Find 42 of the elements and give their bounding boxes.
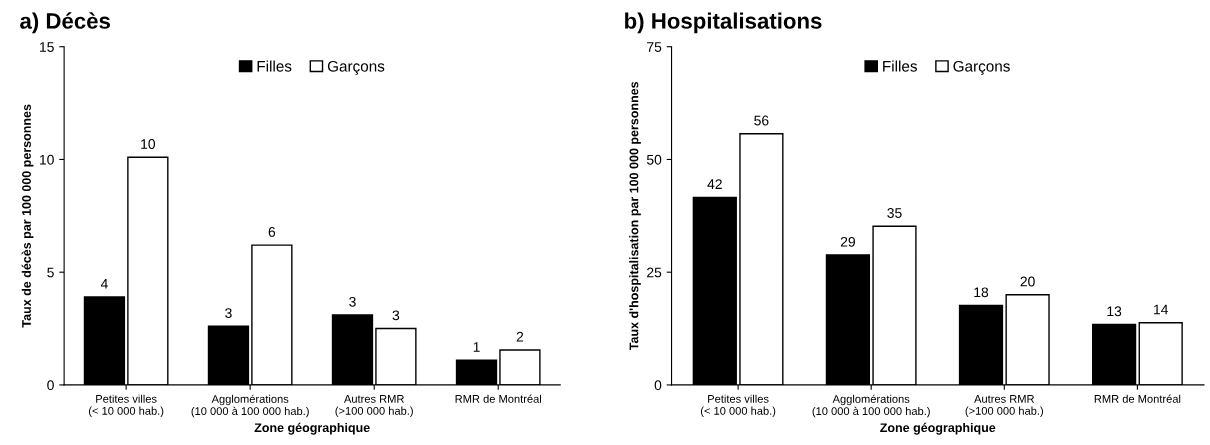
- chart-title: b) Hospitalisations: [625, 12, 822, 34]
- y-tick-label: 15: [40, 42, 54, 52]
- x-axis-title: Zone géographique: [254, 422, 370, 435]
- x-tick-label: Agglomérations (10 000 à 100 000 hab.): [812, 394, 930, 418]
- y-tick-label: 25: [647, 267, 662, 278]
- y-tick-label: 50: [646, 154, 662, 165]
- data-label: 6: [268, 227, 276, 237]
- data-label: 56: [754, 115, 769, 126]
- chart-title: a) Décès: [20, 12, 110, 34]
- x-tick-label: RMR de Montréal: [455, 394, 542, 403]
- x-tick-label: Petites villes (< 10 000 hab.): [89, 394, 164, 417]
- data-label: 3: [225, 308, 232, 318]
- data-label: 35: [887, 208, 902, 218]
- data-label: 3: [392, 310, 400, 321]
- data-label: 42: [707, 179, 722, 189]
- data-label: 20: [1020, 276, 1035, 287]
- x-tick-label: Autres RMR (>100 000 hab.): [965, 395, 1043, 417]
- y-axis-title: Taux d'hospitalisation par 100 000 personnes: [629, 81, 641, 351]
- data-label: 2: [516, 331, 524, 342]
- data-label: 1: [473, 342, 480, 352]
- legend-label: Garçons: [953, 60, 1010, 75]
- data-label: 29: [840, 236, 855, 247]
- y-tick-label: 5: [47, 267, 54, 278]
- legend-label: Filles: [257, 60, 292, 72]
- y-tick-label: 10: [40, 154, 54, 165]
- y-tick-label: 75: [647, 42, 662, 52]
- data-label: 13: [1107, 306, 1122, 317]
- data-label: 4: [100, 279, 108, 289]
- x-axis-title: Zone géographique: [880, 422, 996, 435]
- legend-label: Garçons: [327, 60, 385, 75]
- y-axis-title: Taux de décès par 100 000 personnes: [21, 104, 34, 328]
- data-label: 14: [1154, 304, 1169, 315]
- legend-label: Filles: [883, 60, 917, 72]
- data-label: 3: [349, 296, 356, 307]
- x-tick-label: Agglomérations (10 000 à 100 000 hab.): [191, 394, 309, 418]
- data-label: 18: [974, 287, 989, 298]
- x-tick-label: Petites villes (< 10 000 hab.): [700, 394, 776, 417]
- y-tick-label: 0: [654, 380, 662, 391]
- x-tick-label: Autres RMR (>100 000 hab.): [335, 395, 413, 417]
- x-tick-label: RMR de Montréal: [1094, 394, 1181, 403]
- data-label: 10: [141, 139, 156, 149]
- y-tick-label: 0: [47, 380, 54, 391]
